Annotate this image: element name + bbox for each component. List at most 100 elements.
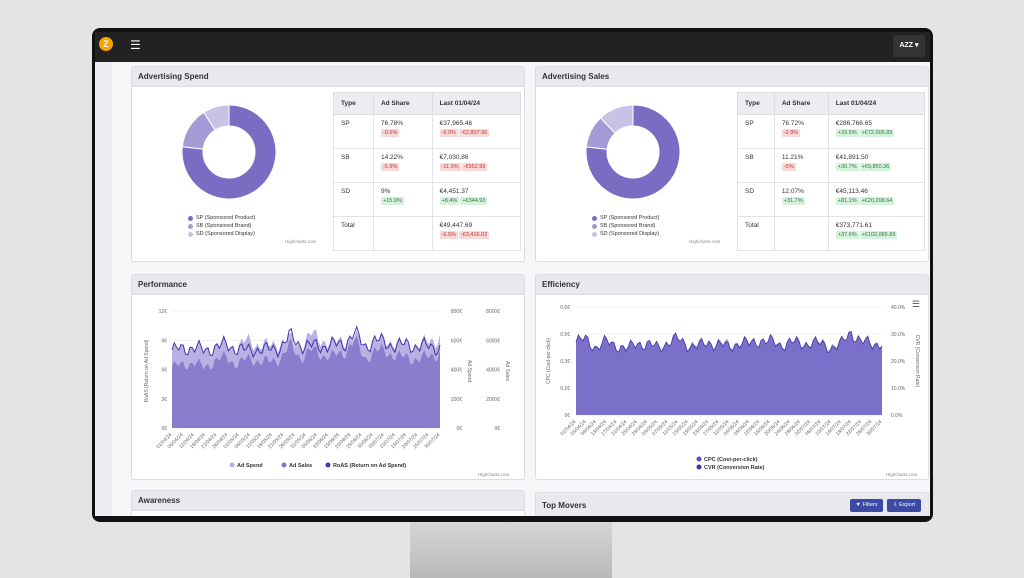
chart-menu-icon[interactable]: ☰ (911, 299, 920, 309)
legend-label[interactable]: RoAS (Return on Ad Spend) (333, 463, 406, 469)
pie-slice-sp[interactable] (181, 104, 277, 200)
y-tick-cvr: 10.0% (891, 386, 906, 392)
legend-item[interactable]: SB (Sponsored Brand) (592, 222, 660, 230)
legend-marker[interactable] (696, 464, 702, 470)
advertising-sales-card: Advertising Sales SP (Sponsored Product)… (535, 66, 929, 262)
y-tick-cpc: 0.6€ (560, 305, 570, 311)
user-menu-button[interactable]: AZZ ▾ (893, 35, 925, 57)
share-change-badge: +15.9% (380, 197, 404, 205)
chart-credit[interactable]: Highcharts.com (285, 239, 317, 244)
legend-label[interactable]: Ad Sales (289, 463, 312, 469)
chart-credit[interactable]: Highcharts.com (689, 239, 721, 244)
column-header: Ad Share (773, 92, 829, 115)
pct-change-badge: -11.9% (439, 163, 461, 171)
type-cell: SD (333, 182, 374, 217)
chart-credit[interactable]: Highcharts.com (886, 472, 918, 477)
y-tick-cvr: 20.0% (891, 359, 906, 365)
legend-item[interactable]: SP (Sponsored Product) (188, 214, 256, 222)
y-axis-title-cvr: CVR (Conversion Rate) (914, 335, 920, 388)
column-header: Last 01/04/24 (431, 92, 522, 115)
advertising-spend-card: Advertising Spend SP (Sponsored Product)… (131, 66, 525, 262)
table-row: SB 11.21% -5% €41,891.50 +30.7% +€9,850.36 (737, 148, 926, 183)
legend-marker[interactable] (696, 456, 702, 462)
abs-change-badge: -€3,416.02 (458, 231, 490, 239)
abs-change-badge: +€344.93 (460, 197, 488, 205)
legend-label: SD (Sponsored Display) (600, 231, 659, 237)
legend-marker[interactable] (325, 462, 331, 468)
abs-change-badge: +€102,065.89 (859, 231, 898, 239)
hamburger-menu-icon[interactable]: ☰ (130, 38, 141, 52)
pie-slice-sd[interactable] (599, 104, 634, 134)
download-icon: ⇩ (892, 502, 898, 508)
legend-label: SP (Sponsored Product) (196, 215, 256, 221)
share-value: 14.22% (380, 154, 404, 161)
share-value: 12.07% (781, 188, 804, 195)
share-cell: 14.22% -5.9% (372, 148, 433, 183)
filters-button[interactable]: ▼ Filters (850, 499, 883, 512)
screen: Z ☰ AZZ ▾ Advertising Spend SP (Sponsore… (95, 32, 930, 516)
share-change-badge: -5% (781, 163, 796, 171)
monitor-stand (410, 522, 612, 578)
pct-change-badge: -6.5% (439, 231, 458, 239)
legend-item[interactable]: SB (Sponsored Brand) (188, 222, 256, 230)
card-title: Top Movers (536, 493, 928, 516)
legend-label[interactable]: Ad Spend (237, 463, 263, 469)
spend-table: Type Ad Share Last 01/04/24 SP 76.78% -0.5%… (333, 92, 522, 251)
spend-legend: SP (Sponsored Product) SB (Sponsored Bra… (188, 214, 256, 238)
pct-change-badge: +33.5% (835, 129, 859, 137)
card-title: Efficiency (536, 275, 928, 295)
column-header: Last 01/04/24 (827, 92, 926, 115)
table-header-row: Type Ad Share Last 01/04/24 (333, 92, 522, 115)
legend-marker[interactable] (229, 462, 235, 468)
y-tick-cpc: 0€ (564, 413, 570, 419)
legend-label: SB (Sponsored Brand) (196, 223, 252, 229)
pct-change-badge: +37.6% (835, 231, 859, 239)
app-logo[interactable]: Z (99, 37, 113, 51)
y-tick-cpc: 0.3€ (560, 359, 570, 365)
type-cell: SB (737, 148, 775, 183)
legend-label[interactable]: CVR (Conversion Rate) (704, 465, 765, 471)
share-change-badge: -0.5% (380, 129, 400, 137)
y-tick-spend: 400€ (451, 368, 462, 374)
pie-slice-sd[interactable] (203, 104, 230, 131)
legend-item[interactable]: SP (Sponsored Product) (592, 214, 660, 222)
table-row: SP 76.78% -0.5% €37,965.46 -6.9% -€2,807.96 (333, 114, 522, 149)
export-button[interactable]: ⇩ Export (887, 499, 921, 512)
legend-item[interactable]: SD (Sponsored Display) (188, 230, 256, 238)
pie-slice-sp[interactable] (585, 104, 681, 200)
y-tick-spend: 800€ (451, 309, 462, 315)
legend-label: SD (Sponsored Display) (196, 231, 255, 237)
y-axis-title-left: RoAS (Return on Ad Spend) (144, 339, 150, 402)
series-cvr[interactable] (576, 331, 882, 415)
value-amount: €41,891.50 (835, 154, 869, 161)
performance-card: Performance 0€ 0€ 0€ 3€ 200€ 2000€ 6€ 400€ 4000€… (131, 274, 525, 480)
y-tick-roas: 9€ (161, 338, 167, 344)
y-tick-cvr: 30.0% (891, 332, 906, 338)
legend-marker[interactable] (281, 462, 287, 468)
share-value: 76.78% (380, 120, 404, 127)
legend-label: SP (Sponsored Product) (600, 215, 660, 221)
y-tick-sales: 4000€ (486, 368, 500, 374)
left-sidebar (95, 62, 112, 516)
legend-item[interactable]: SD (Sponsored Display) (592, 230, 660, 238)
legend-label[interactable]: CPC (Cost-per-click) (704, 457, 758, 463)
type-cell: SD (737, 182, 775, 217)
share-cell: 11.21% -5% (773, 148, 829, 183)
type-cell: SP (333, 114, 374, 149)
user-name: AZZ (899, 42, 914, 49)
share-cell (773, 216, 829, 251)
value-amount: €373,771.61 (835, 222, 872, 229)
table-row: SD 12.07% +31.7% €45,113.46 +81.1% +€20,208… (737, 182, 926, 217)
table-row: SP 76.72% -2.9% €286,766.65 +33.5% +€72,006… (737, 114, 926, 149)
y-tick-roas: 6€ (161, 368, 167, 374)
column-header: Type (333, 92, 374, 115)
column-header: Ad Share (372, 92, 433, 115)
pct-change-badge: -6.9% (439, 129, 458, 137)
series-roas[interactable] (171, 325, 441, 359)
top-movers-card: Top Movers ▼ Filters ⇩ Export (535, 492, 929, 516)
series-ad-sales[interactable] (172, 335, 440, 428)
value-amount: €49,447.69 (439, 222, 473, 229)
chart-credit[interactable]: Highcharts.com (478, 472, 510, 477)
y-tick-cpc: 0.5€ (560, 332, 570, 338)
value-cell: €37,965.46 -6.9% -€2,807.96 (431, 114, 522, 149)
